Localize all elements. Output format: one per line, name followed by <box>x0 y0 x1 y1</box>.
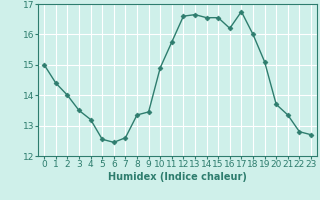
X-axis label: Humidex (Indice chaleur): Humidex (Indice chaleur) <box>108 172 247 182</box>
